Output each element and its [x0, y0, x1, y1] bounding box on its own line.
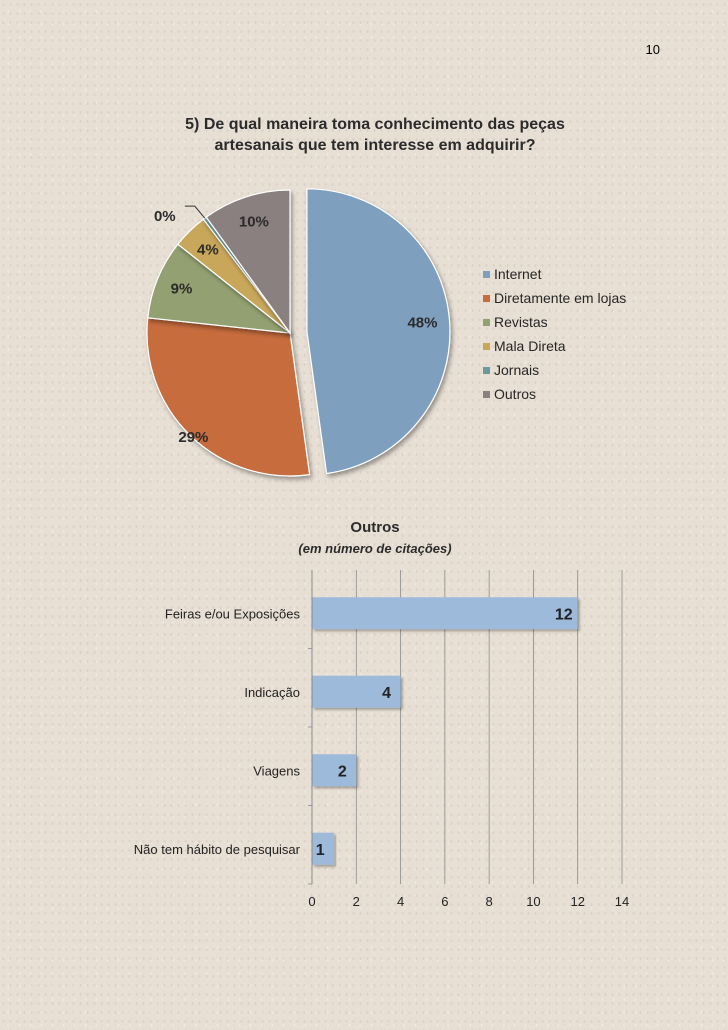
pie-label-jornais: 0%	[154, 208, 176, 225]
bar-indicacao	[312, 675, 401, 708]
bar-nao-tem-habito-de-pesquisar	[312, 832, 335, 865]
bar-value-label-feiras-e-ou-exposicoes: 12	[555, 606, 573, 623]
bar-feiras-e-ou-exposicoes	[312, 597, 578, 630]
y-category-label-nao-tem-habito-de-pesquisar: Não tem hábito de pesquisar	[134, 842, 301, 857]
pie-legend: Internet Diretamente em lojas Revistas M…	[483, 262, 626, 406]
legend-item-diretamente-em-lojas: Diretamente em lojas	[483, 286, 626, 310]
legend-label-jornais: Jornais	[494, 362, 540, 378]
x-tick-label-14: 14	[615, 894, 629, 909]
legend-label-outros: Outros	[494, 386, 537, 402]
y-category-label-feiras-e-ou-exposicoes: Feiras e/ou Exposições	[165, 606, 301, 621]
x-tick-label-10: 10	[526, 894, 540, 909]
pie-chart: 48% 29% 9% 4% 0% 10%	[146, 188, 451, 477]
pie-label-mala-direta: 4%	[197, 241, 219, 258]
legend-label-revistas: Revistas	[494, 314, 548, 330]
pie-chart-title: 5) De qual maneira toma conhecimento das…	[150, 114, 600, 156]
y-category-label-indicacao: Indicação	[244, 685, 300, 700]
x-tick-label-8: 8	[486, 894, 493, 909]
bar-chart-title: Outros	[350, 519, 400, 536]
x-tick-label-4: 4	[397, 894, 404, 909]
page-number: 10	[645, 42, 660, 57]
legend-label-internet: Internet	[494, 266, 542, 282]
legend-swatch-internet	[483, 270, 490, 278]
bar-chart-subtitle: (em número de citações)	[298, 541, 452, 556]
pie-slice-internet	[306, 188, 451, 475]
bar-value-label-indicacao: 4	[382, 685, 391, 702]
pie-label-outros: 10%	[239, 213, 269, 230]
legend-swatch-revistas	[483, 318, 490, 326]
pie-chart-title-line-1: 5) De qual maneira toma conhecimento das…	[185, 116, 565, 133]
pie-label-revistas: 9%	[171, 281, 193, 298]
pie-chart-title-line-2: artesanais que tem interesse em adquirir…	[214, 137, 536, 154]
legend-label-diretamente-em-lojas: Diretamente em lojas	[494, 290, 627, 306]
bar-viagens	[312, 754, 357, 787]
pie-slice-outros	[205, 189, 291, 335]
x-tick-label-0: 0	[308, 894, 315, 909]
legend-swatch-jornais	[483, 366, 490, 374]
legend-item-internet: Internet	[483, 262, 626, 286]
legend-item-revistas: Revistas	[483, 310, 626, 334]
pie-slice-diretamente-em-lojas	[146, 317, 311, 477]
legend-swatch-diretamente-em-lojas	[483, 294, 490, 302]
legend-label-mala-direta: Mala Direta	[494, 338, 566, 354]
pie-label-internet: 48%	[407, 314, 437, 331]
legend-item-outros: Outros	[483, 382, 626, 406]
x-tick-label-12: 12	[570, 894, 584, 909]
legend-item-mala-direta: Mala Direta	[483, 334, 626, 358]
bar-value-label-viagens: 2	[338, 763, 347, 780]
legend-swatch-mala-direta	[483, 342, 490, 350]
bar-value-label-nao-tem-habito-de-pesquisar: 1	[316, 842, 325, 859]
x-tick-label-6: 6	[441, 894, 448, 909]
legend-item-jornais: Jornais	[483, 358, 626, 382]
pie-slice-revistas	[147, 243, 292, 334]
legend-swatch-outros	[483, 390, 490, 398]
x-tick-label-2: 2	[353, 894, 360, 909]
pie-label-diretamente-em-lojas: 29%	[178, 429, 208, 446]
pie-leader-jornais	[184, 205, 206, 219]
y-category-label-viagens: Viagens	[253, 763, 300, 778]
